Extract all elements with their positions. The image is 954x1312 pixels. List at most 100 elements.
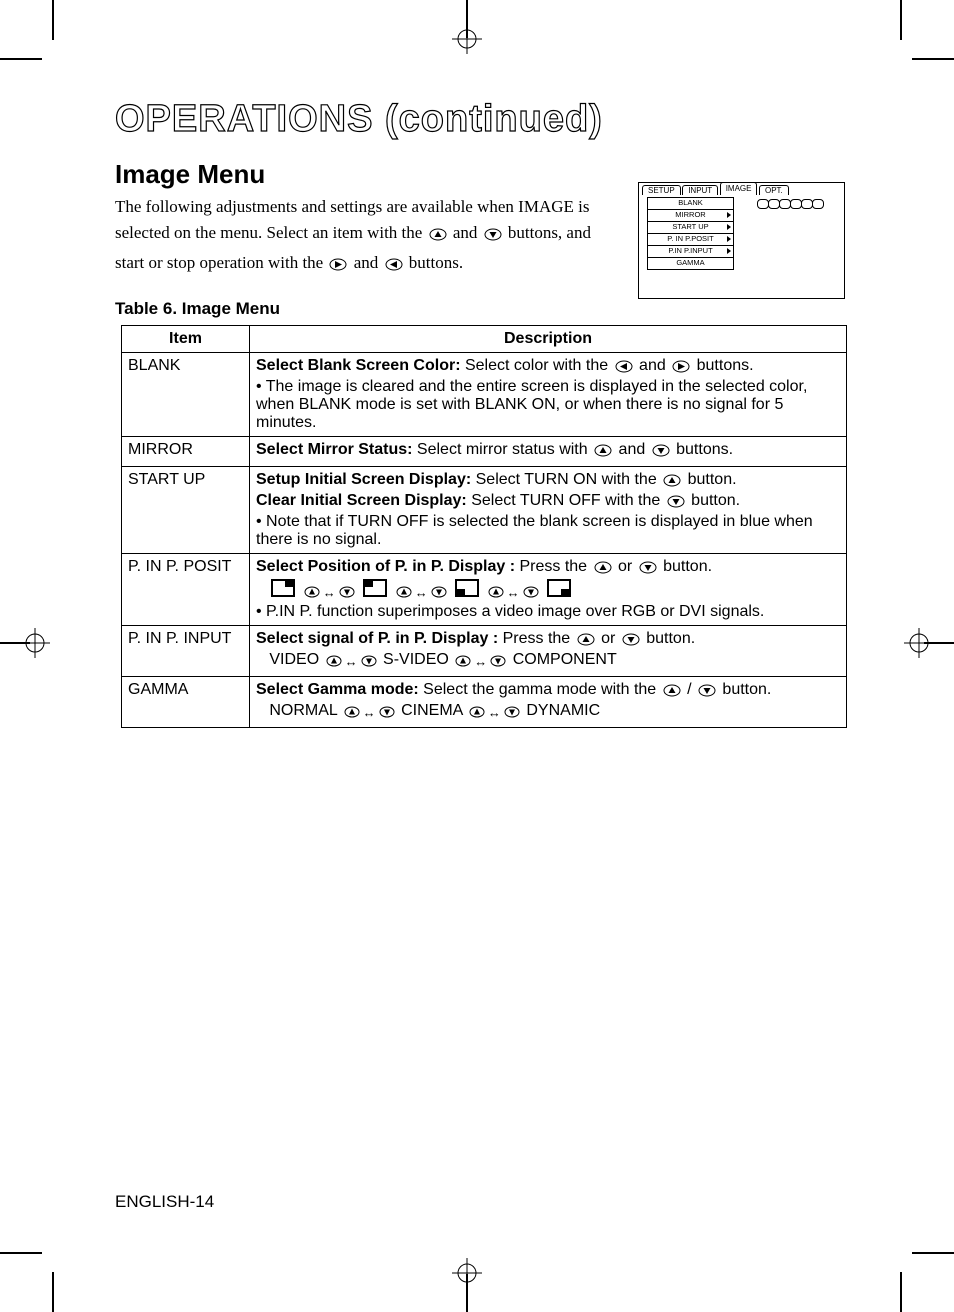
registration-mark-icon [452, 24, 482, 54]
cropmark [900, 0, 902, 40]
desc-text: COMPONENT [513, 651, 617, 668]
desc-text: DYNAMIC [526, 702, 600, 719]
desc-lead: Select Mirror Status: [256, 441, 412, 458]
desc-text: button. [683, 471, 736, 488]
desc-lead: Select signal of P. in P. Display : [256, 630, 498, 647]
description-cell: Setup Initial Screen Display: Select TUR… [250, 467, 847, 554]
down-button-icon [639, 561, 657, 579]
up-button-icon [577, 633, 595, 651]
desc-text: CINEMA [401, 702, 467, 719]
item-cell: P. IN P. INPUT [122, 626, 250, 677]
page-title: OPERATIONS (continued) [115, 98, 845, 141]
down-button-icon [361, 654, 377, 672]
desc-lead: Select Gamma mode: [256, 681, 419, 698]
up-button-icon [594, 561, 612, 579]
left-button-icon [615, 360, 633, 378]
up-button-icon [429, 223, 447, 249]
desc-text: button. [642, 630, 695, 647]
desc-text: / [683, 681, 696, 698]
item-cell: START UP [122, 467, 250, 554]
table-row: MIRROR Select Mirror Status: Select mirr… [122, 437, 847, 467]
table-row: P. IN P. POSIT Select Position of P. in … [122, 554, 847, 626]
osd-row: START UP [647, 222, 734, 234]
desc-text: Select the gamma mode with the [419, 681, 661, 698]
cropmark [912, 58, 954, 60]
intro-text: The following adjustments and settings a… [115, 194, 625, 279]
cropmark [0, 1252, 42, 1254]
up-button-icon [344, 705, 360, 723]
osd-indicator [757, 199, 823, 211]
desc-text: and [614, 441, 650, 458]
intro-fragment: and [453, 223, 482, 242]
desc-bullet: • The image is cleared and the entire sc… [256, 378, 840, 432]
up-button-icon [396, 585, 412, 603]
osd-tab: INPUT [682, 185, 718, 195]
cropmark [52, 0, 54, 40]
image-menu-table: Item Description BLANK Select Blank Scre… [121, 325, 847, 728]
table-row: P. IN P. INPUT Select signal of P. in P.… [122, 626, 847, 677]
table-header-description: Description [250, 326, 847, 353]
down-button-icon [698, 684, 716, 702]
down-button-icon [523, 585, 539, 603]
double-arrow-icon: ↔ [323, 585, 336, 600]
double-arrow-icon: ↔ [415, 585, 428, 600]
desc-text: button. [687, 492, 740, 509]
desc-lead: Clear Initial Screen Display: [256, 492, 467, 509]
down-button-icon [484, 223, 502, 249]
description-cell: Select Position of P. in P. Display : Pr… [250, 554, 847, 626]
intro-fragment: buttons. [409, 253, 463, 272]
down-button-icon [504, 705, 520, 723]
table-caption: Table 6. Image Menu [115, 299, 845, 319]
intro-fragment: and [354, 253, 383, 272]
table-row: BLANK Select Blank Screen Color: Select … [122, 353, 847, 437]
desc-text: buttons. [672, 441, 733, 458]
chevron-right-icon [727, 212, 731, 218]
desc-text: Press the [498, 630, 574, 647]
desc-text: buttons. [692, 357, 753, 374]
item-cell: BLANK [122, 353, 250, 437]
pip-position-icon [363, 579, 387, 597]
desc-text: VIDEO [269, 651, 323, 668]
desc-bullet: • P.IN P. function superimposes a video … [256, 603, 840, 621]
pip-position-icon [455, 579, 479, 597]
table-row: GAMMA Select Gamma mode: Select the gamm… [122, 677, 847, 728]
cropmark [912, 1252, 954, 1254]
double-arrow-icon: ↔ [507, 585, 520, 600]
up-button-icon [488, 585, 504, 603]
right-button-icon [672, 360, 690, 378]
table-header-item: Item [122, 326, 250, 353]
pip-position-icon [271, 579, 295, 597]
down-button-icon [622, 633, 640, 651]
osd-row: BLANK [647, 197, 734, 210]
down-button-icon [490, 654, 506, 672]
desc-text: Select TURN ON with the [471, 471, 661, 488]
osd-tab: IMAGE [720, 182, 758, 195]
osd-tab: SETUP [642, 185, 681, 195]
registration-mark-icon [20, 628, 50, 658]
double-arrow-icon: ↔ [488, 705, 501, 720]
chevron-right-icon [727, 248, 731, 254]
table-row: START UP Setup Initial Screen Display: S… [122, 467, 847, 554]
desc-text: button. [659, 558, 712, 575]
desc-lead: Setup Initial Screen Display: [256, 471, 471, 488]
item-cell: GAMMA [122, 677, 250, 728]
description-cell: Select Gamma mode: Select the gamma mode… [250, 677, 847, 728]
osd-row: P.IN P.INPUT [647, 246, 734, 258]
intro-fragment: buttons, and [508, 223, 591, 242]
down-button-icon [339, 585, 355, 603]
right-button-icon [329, 253, 347, 279]
down-button-icon [667, 495, 685, 513]
up-button-icon [304, 585, 320, 603]
desc-bullet: • Note that if TURN OFF is selected the … [256, 513, 840, 549]
desc-text: Select mirror status with [412, 441, 592, 458]
cropmark [0, 58, 42, 60]
item-cell: MIRROR [122, 437, 250, 467]
osd-tab: OPT. [759, 185, 789, 195]
osd-row: P. IN P.POSIT [647, 234, 734, 246]
up-button-icon [469, 705, 485, 723]
description-cell: Select Blank Screen Color: Select color … [250, 353, 847, 437]
osd-row: GAMMA [647, 258, 734, 270]
down-button-icon [652, 444, 670, 462]
double-arrow-icon: ↔ [363, 705, 376, 720]
chevron-right-icon [727, 224, 731, 230]
